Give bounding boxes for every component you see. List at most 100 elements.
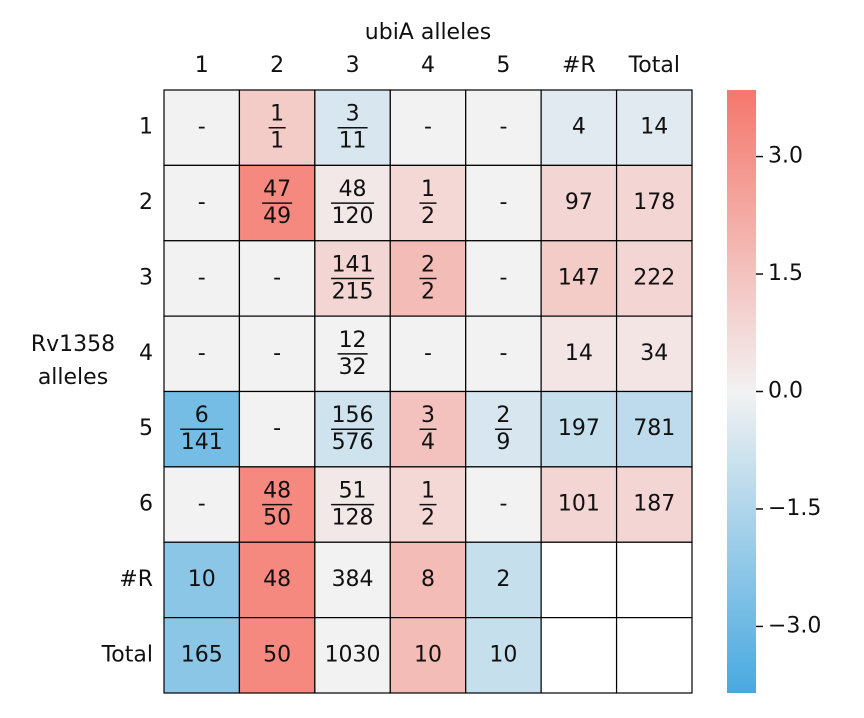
cell — [238, 390, 316, 468]
cell-label: 187 — [633, 492, 675, 517]
colorbar-tick-label: 1.5 — [768, 261, 803, 286]
column-label: 4 — [421, 53, 435, 78]
column-label: 2 — [270, 53, 284, 78]
cell-label: - — [198, 190, 206, 215]
cell — [615, 164, 693, 242]
cell-label: - — [198, 341, 206, 366]
y-axis-label: alleles — [38, 365, 108, 390]
numerator: 3 — [346, 102, 360, 127]
row-label: 6 — [139, 492, 153, 517]
denominator: 9 — [496, 430, 510, 455]
cell — [163, 617, 241, 694]
cell-label: 10 — [188, 567, 216, 592]
numerator: 1 — [270, 102, 284, 127]
row-label: Total — [101, 642, 153, 667]
cell — [465, 240, 542, 317]
cell — [615, 240, 693, 317]
cell-label: 165 — [181, 642, 223, 667]
cell-label: - — [499, 265, 507, 290]
cell — [389, 315, 467, 393]
cell-label: 147 — [558, 265, 600, 290]
cell-label: 222 — [633, 265, 675, 290]
cell-label: - — [273, 341, 281, 366]
denominator: 49 — [263, 204, 291, 229]
numerator: 6 — [195, 403, 209, 428]
cell — [163, 240, 241, 317]
column-label: 3 — [346, 53, 360, 78]
row-label: 5 — [139, 416, 153, 441]
y-axis-label: Rv1358 — [31, 332, 115, 357]
column-label: Total — [628, 53, 680, 78]
cell — [615, 541, 693, 619]
colorbar — [727, 90, 756, 693]
colorbar-tick-label: −1.5 — [768, 496, 821, 521]
row-label: 2 — [139, 190, 153, 215]
numerator: 156 — [332, 403, 374, 428]
cell-label: - — [499, 341, 507, 366]
cell — [615, 390, 693, 468]
cell-label: 4 — [572, 115, 586, 140]
cell — [238, 315, 316, 393]
column-label: 5 — [496, 53, 510, 78]
denominator: 2 — [421, 204, 435, 229]
x-axis-label: ubiA alleles — [365, 20, 491, 45]
cell-label: 101 — [558, 492, 600, 517]
denominator: 50 — [263, 506, 291, 531]
cell — [163, 315, 241, 393]
cell-label: - — [198, 492, 206, 517]
cell — [540, 466, 618, 543]
cell-label: 48 — [263, 567, 291, 592]
cell — [465, 541, 542, 619]
numerator: 47 — [263, 177, 291, 202]
denominator: 32 — [339, 355, 367, 380]
cell-label: 10 — [414, 642, 442, 667]
numerator: 48 — [263, 479, 291, 504]
cell-label: 97 — [565, 190, 593, 215]
numerator: 2 — [421, 252, 435, 277]
cell — [615, 617, 693, 694]
numerator: 141 — [332, 252, 374, 277]
cell — [540, 617, 618, 694]
cell-label: 10 — [489, 642, 517, 667]
cell-label: 178 — [633, 190, 675, 215]
cell — [238, 240, 316, 317]
cell-label: - — [198, 265, 206, 290]
denominator: 1 — [270, 129, 284, 154]
denominator: 2 — [421, 506, 435, 531]
cell-label: - — [273, 265, 281, 290]
row-label: #R — [119, 567, 153, 592]
column-label: 1 — [195, 53, 209, 78]
denominator: 576 — [332, 430, 374, 455]
numerator: 1 — [421, 479, 435, 504]
cell-label: - — [424, 341, 432, 366]
denominator: 141 — [181, 430, 223, 455]
numerator: 2 — [496, 403, 510, 428]
row-label: 3 — [139, 265, 153, 290]
cell — [540, 315, 618, 393]
column-label: #R — [562, 53, 596, 78]
cell — [389, 89, 467, 166]
cell-label: 2 — [496, 567, 510, 592]
cell — [540, 541, 618, 619]
cell-label: 197 — [558, 416, 600, 441]
cell-label: 8 — [421, 567, 435, 592]
cell — [163, 466, 241, 543]
cell-label: 781 — [633, 416, 675, 441]
row-label: 4 — [139, 341, 153, 366]
denominator: 215 — [332, 279, 374, 304]
cell — [314, 617, 391, 694]
cell — [314, 541, 391, 619]
cell — [163, 541, 241, 619]
cell-label: - — [424, 115, 432, 140]
cell-label: 34 — [640, 341, 668, 366]
numerator: 3 — [421, 403, 435, 428]
cell-label: - — [273, 416, 281, 441]
cell — [465, 315, 542, 393]
cell — [465, 617, 542, 694]
cell-label: 1030 — [325, 642, 381, 667]
cell-label: - — [499, 190, 507, 215]
denominator: 11 — [339, 129, 367, 154]
cell — [540, 164, 618, 242]
numerator: 48 — [339, 177, 367, 202]
